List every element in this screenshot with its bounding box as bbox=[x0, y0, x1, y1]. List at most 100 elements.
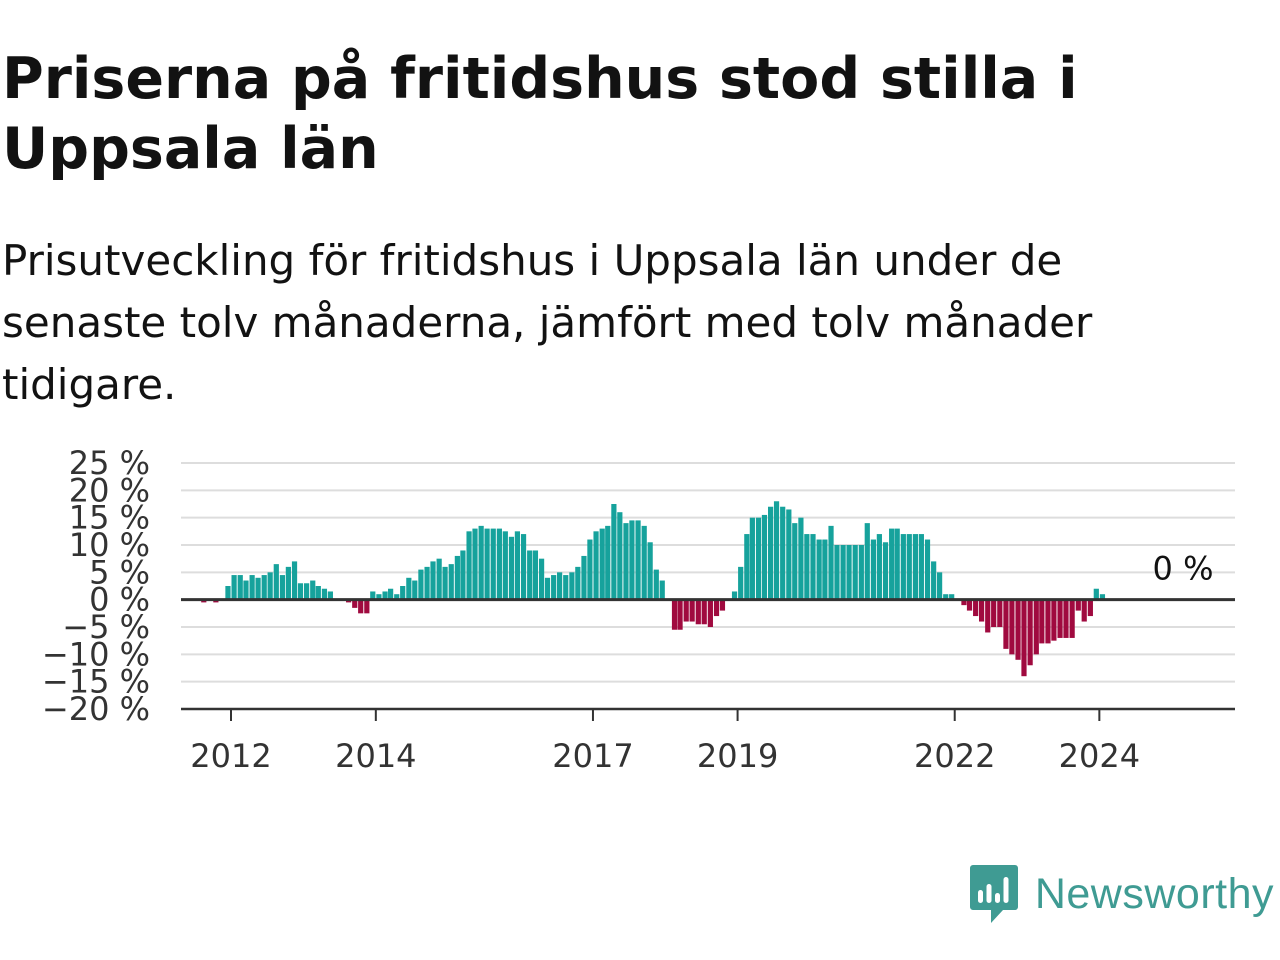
bar bbox=[1075, 599, 1081, 611]
bar bbox=[370, 591, 376, 600]
bar bbox=[973, 599, 979, 617]
bar bbox=[243, 580, 249, 600]
bar bbox=[979, 599, 985, 622]
brand-name: Newsworthy bbox=[1034, 869, 1274, 918]
bar bbox=[1057, 599, 1063, 638]
bar bbox=[918, 534, 924, 600]
y-tick-label: 25 % bbox=[69, 444, 150, 482]
bar bbox=[1081, 599, 1087, 622]
bar bbox=[310, 580, 316, 600]
bar bbox=[1027, 599, 1033, 666]
bar bbox=[804, 534, 810, 600]
bar bbox=[448, 564, 454, 600]
bar bbox=[792, 523, 798, 600]
bar bbox=[991, 599, 997, 627]
y-tick-label: 10 % bbox=[69, 526, 150, 564]
bar bbox=[870, 539, 877, 600]
bar bbox=[707, 599, 713, 627]
bar bbox=[647, 542, 653, 600]
chart-title: Priserna på fritidshus stod stilla i Upp… bbox=[2, 46, 1078, 182]
bar bbox=[442, 566, 448, 600]
bar bbox=[713, 599, 720, 617]
bar bbox=[267, 572, 273, 600]
bar bbox=[931, 561, 937, 600]
bar bbox=[273, 564, 279, 600]
y-axis-labels: 25 %20 %15 %10 %5 %0 %−5 %−10 %−15 %−20 … bbox=[42, 444, 150, 728]
bar bbox=[1033, 599, 1039, 655]
bar bbox=[611, 504, 617, 600]
bar bbox=[599, 528, 605, 600]
bar bbox=[297, 583, 304, 600]
bar bbox=[321, 588, 328, 600]
bar bbox=[731, 591, 738, 600]
bar bbox=[882, 542, 889, 600]
bar bbox=[502, 531, 508, 600]
bar bbox=[755, 517, 762, 600]
bar bbox=[761, 514, 768, 600]
bar bbox=[605, 525, 611, 600]
bar bbox=[557, 572, 563, 600]
bar bbox=[484, 528, 490, 600]
bar bbox=[1087, 599, 1093, 617]
x-tick-label: 2014 bbox=[335, 737, 416, 775]
bar bbox=[1003, 599, 1009, 649]
bar bbox=[1093, 588, 1099, 600]
bar bbox=[358, 599, 364, 614]
bar bbox=[840, 545, 846, 600]
chart-subtitle: Prisutveckling för fritidshus i Uppsala … bbox=[2, 236, 1093, 409]
x-tick-label: 2017 bbox=[552, 737, 633, 775]
bar bbox=[966, 599, 973, 611]
bar bbox=[532, 550, 539, 600]
bar bbox=[382, 591, 388, 600]
bar bbox=[985, 599, 991, 633]
bar bbox=[864, 523, 870, 600]
bar bbox=[738, 566, 744, 600]
bar bbox=[291, 561, 298, 600]
bar bbox=[315, 586, 321, 600]
bar bbox=[876, 534, 882, 600]
y-tick-label: −10 % bbox=[42, 635, 150, 673]
bar bbox=[304, 583, 310, 600]
bar bbox=[924, 539, 931, 600]
x-axis: 2012 2014 2017 2019 2022 2024 bbox=[181, 707, 1235, 775]
bar bbox=[538, 558, 545, 600]
bar bbox=[671, 599, 678, 630]
bar bbox=[719, 599, 726, 611]
bar bbox=[514, 531, 521, 600]
y-tick-label: −5 % bbox=[62, 608, 150, 646]
bar bbox=[544, 577, 551, 600]
bar bbox=[587, 539, 593, 600]
bar bbox=[352, 599, 358, 608]
bar bbox=[617, 512, 623, 600]
bar bbox=[569, 572, 575, 600]
bar bbox=[629, 520, 635, 600]
y-tick-label: −15 % bbox=[42, 663, 150, 701]
bar bbox=[460, 550, 466, 600]
bar bbox=[231, 575, 237, 600]
y-tick-label: −20 % bbox=[42, 690, 150, 728]
bar bbox=[406, 577, 412, 600]
bar bbox=[744, 534, 750, 600]
bar bbox=[527, 550, 533, 600]
bar bbox=[846, 545, 852, 600]
bar bbox=[780, 506, 786, 600]
grid-lines bbox=[181, 462, 1235, 710]
bars bbox=[181, 501, 1235, 677]
bar bbox=[593, 531, 599, 600]
bar bbox=[1021, 599, 1027, 677]
bar bbox=[1051, 599, 1057, 641]
y-tick-label: 5 % bbox=[89, 553, 150, 591]
bar bbox=[1039, 599, 1045, 644]
bar bbox=[1063, 599, 1069, 638]
bar bbox=[659, 580, 665, 600]
bar bbox=[496, 528, 502, 600]
last-value-label: 0 % bbox=[1153, 550, 1214, 588]
bar bbox=[828, 525, 834, 600]
bar bbox=[394, 594, 400, 600]
bar bbox=[388, 588, 394, 600]
bar bbox=[894, 528, 900, 600]
bar bbox=[822, 539, 828, 600]
bar bbox=[834, 545, 840, 600]
bar bbox=[786, 509, 792, 600]
bar bbox=[490, 528, 496, 600]
